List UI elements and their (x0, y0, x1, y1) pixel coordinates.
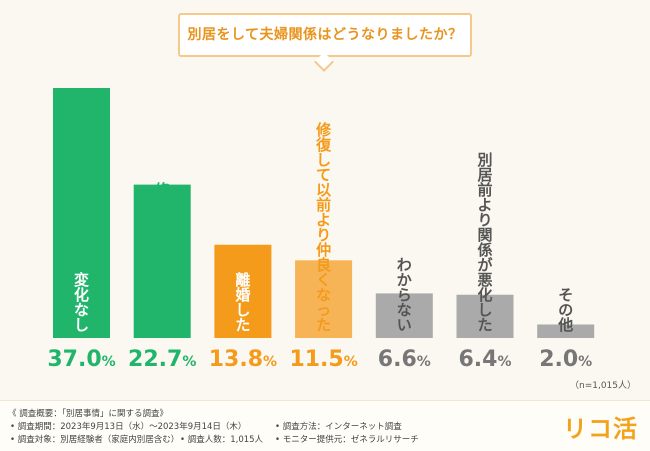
svg-text:関: 関 (477, 226, 492, 244)
svg-text:前: 前 (155, 256, 170, 274)
value-label-4: 6.6% (378, 347, 431, 372)
svg-text:た: た (155, 316, 170, 334)
svg-text:な: な (74, 301, 89, 319)
bar-1 (133, 184, 191, 338)
svg-text:化: 化 (477, 286, 492, 304)
svg-text:の: の (558, 301, 573, 319)
value-label-5: 6.4% (458, 347, 511, 372)
bar-5 (456, 294, 514, 338)
survey-period: • 調査期間：2023年9月13日（水）〜2023年9月14日（木） (10, 422, 247, 432)
svg-text:が: が (477, 256, 493, 274)
svg-text:っ: っ (155, 301, 170, 319)
svg-text:よ: よ (477, 196, 492, 214)
svg-text:な: な (316, 286, 331, 304)
value-label-6: 2.0% (539, 347, 592, 372)
svg-text:し: し (477, 301, 492, 319)
value-label-0: 37.0% (47, 347, 115, 372)
svg-text:復: 復 (315, 136, 332, 154)
bar-chart: 変化なし37.0%修復して以前に戻った22.7%離婚した13.8%修復して以前よ… (47, 88, 595, 372)
svg-text:復: 復 (154, 196, 171, 214)
svg-text:し: し (155, 211, 170, 229)
svg-text:以: 以 (155, 241, 170, 259)
svg-text:り: り (477, 211, 492, 229)
svg-text:い: い (397, 316, 412, 334)
survey-method: • 調査方法：インターネット調査 (275, 422, 402, 432)
svg-text:別: 別 (476, 151, 492, 169)
svg-text:そ: そ (558, 286, 573, 304)
svg-text:た: た (477, 316, 492, 334)
bar-2 (214, 244, 272, 338)
survey-title: 《 調査概要：「別居事情」に関する調査》 (8, 409, 168, 419)
survey-footer: 《 調査概要：「別居事情」に関する調査》 • 調査期間：2023年9月13日（水… (0, 400, 650, 451)
svg-text:か: か (397, 271, 412, 289)
svg-text:他: 他 (557, 316, 573, 334)
svg-text:た: た (316, 316, 331, 334)
svg-text:し: し (235, 301, 250, 319)
brand-logo: リコ活 (563, 415, 638, 443)
svg-text:仲: 仲 (316, 241, 331, 259)
svg-text:わ: わ (397, 256, 412, 274)
svg-text:変: 変 (74, 271, 89, 289)
svg-text:し: し (316, 151, 331, 169)
bar-3 (295, 260, 353, 338)
bar-6 (537, 324, 595, 338)
svg-text:前: 前 (316, 196, 331, 214)
svg-text:な: な (397, 301, 412, 319)
survey-count: • 調査人数：1,015人 (180, 435, 264, 445)
category-label-6: その他 (557, 286, 573, 334)
svg-text:悪: 悪 (477, 271, 492, 289)
svg-text:婚: 婚 (235, 286, 250, 304)
svg-text:っ: っ (316, 301, 331, 319)
value-label-3: 11.5% (289, 347, 357, 372)
svg-text:化: 化 (74, 286, 89, 304)
sample-size-note: （n=1,015人） (569, 381, 636, 391)
svg-text:く: く (316, 271, 331, 289)
svg-text:よ: よ (316, 211, 331, 229)
svg-text:に: に (155, 271, 170, 289)
svg-text:修: 修 (315, 121, 332, 139)
svg-text:て: て (155, 226, 170, 244)
question-text: 別居をして夫婦関係はどうなりましたか？ (187, 27, 463, 43)
svg-text:係: 係 (477, 241, 492, 259)
svg-text:戻: 戻 (154, 286, 170, 304)
question-banner: 別居をして夫婦関係はどうなりましたか？ (178, 13, 472, 57)
svg-text:離: 離 (235, 271, 250, 289)
svg-text:り: り (316, 226, 331, 244)
svg-text:居: 居 (477, 166, 492, 184)
svg-text:ら: ら (397, 286, 412, 304)
svg-text:良: 良 (316, 256, 331, 274)
survey-target: • 調査対象：別居経験者（家庭内別居含む） (10, 435, 180, 445)
value-label-1: 22.7% (128, 347, 196, 372)
svg-text:以: 以 (316, 181, 331, 199)
svg-text:修: 修 (154, 181, 171, 199)
bar-4 (375, 293, 433, 338)
bar-0 (53, 88, 110, 338)
svg-text:た: た (235, 316, 250, 334)
svg-text:し: し (74, 316, 89, 334)
svg-text:前: 前 (477, 181, 492, 199)
survey-provider: • モニター提供元：ゼネラルリサーチ (275, 435, 419, 445)
svg-text:て: て (316, 166, 331, 184)
value-label-2: 13.8% (209, 347, 277, 372)
